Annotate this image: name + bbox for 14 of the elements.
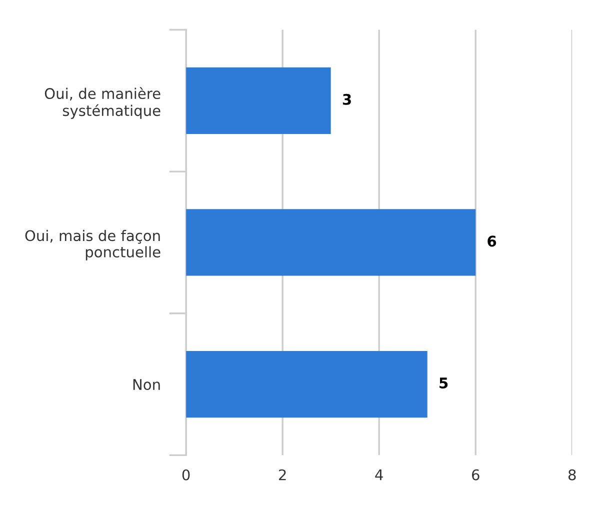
bar — [186, 209, 476, 276]
data-label: 5 — [440, 378, 448, 389]
data-label: 6 — [488, 236, 496, 247]
y-tick-label: Oui, de manière systématique — [44, 87, 160, 119]
x-tick-label: 4 — [375, 470, 383, 480]
x-tick-label: 2 — [278, 469, 286, 480]
x-tick-label: 0 — [182, 469, 190, 480]
x-tick-label: 6 — [472, 469, 480, 480]
x-tick-label: 8 — [568, 469, 576, 480]
bar — [186, 67, 331, 134]
bar — [186, 350, 428, 418]
y-tick-label: Non — [133, 379, 160, 390]
y-tick-label: Oui, mais de façon ponctuelle — [25, 230, 160, 260]
data-label: 3 — [342, 94, 351, 105]
